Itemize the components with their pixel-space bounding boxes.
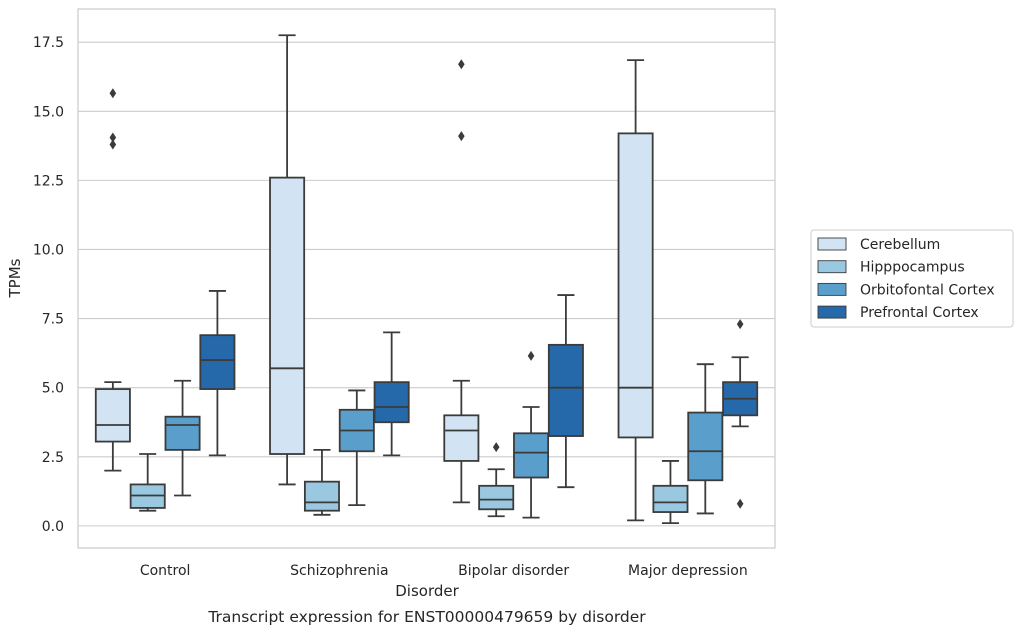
legend-label: Cerebellum [860, 237, 940, 253]
box-orbitofontal-cortex-2 [513, 350, 550, 519]
box-orbitofontal-cortex-1 [338, 389, 375, 507]
x-tick-label: Schizophrenia [290, 563, 388, 579]
legend-frame [810, 229, 1014, 328]
box-prefrontal-cortex-1 [373, 331, 410, 457]
y-tick-label: 2.5 [42, 450, 64, 466]
box-cerebellum-3 [617, 59, 654, 522]
x-tick-labels: Control Schizophrenia Bipolar disorder Majo… [140, 563, 748, 579]
box-prefrontal-cortex-2 [547, 294, 584, 489]
legend-swatch [817, 237, 847, 251]
box-cerebellum-1 [269, 34, 306, 486]
plot-boxes [94, 34, 759, 525]
box-cerebellum-0 [94, 88, 131, 472]
y-axis-label: TPMs [6, 258, 24, 298]
y-tick-label: 7.5 [42, 312, 64, 328]
box-hipppocampus-1 [303, 448, 340, 516]
legend-swatch [817, 260, 847, 274]
outlier-point [736, 319, 744, 330]
legend-swatch [817, 305, 847, 319]
box-iqr [443, 414, 480, 462]
box-iqr [617, 132, 654, 439]
legend-label: Prefrontal Cortex [860, 305, 979, 321]
box-cerebellum-2 [443, 59, 480, 504]
box-iqr [687, 411, 724, 482]
box-prefrontal-cortex-3 [722, 319, 759, 509]
outlier-point [458, 131, 465, 142]
x-tick-label: Control [140, 563, 191, 579]
y-tick-label: 0.0 [42, 519, 64, 535]
outlier-point [736, 498, 744, 509]
box-orbitofontal-cortex-0 [164, 379, 201, 497]
chart-caption: Transcript expression for ENST0000047965… [207, 608, 646, 626]
outlier-point [109, 132, 117, 143]
legend-label: Orbitofontal Cortex [860, 282, 995, 298]
box-hipppocampus-2 [478, 442, 515, 518]
plot-frame [77, 8, 776, 549]
outlier-point [109, 88, 117, 99]
y-tick-label: 17.5 [33, 35, 64, 51]
box-iqr [164, 415, 201, 451]
legend-label: Hipppocampus [860, 260, 965, 276]
box-iqr [652, 484, 689, 513]
gridlines [78, 41, 775, 527]
x-axis-label: Disorder [395, 582, 459, 600]
box-hipppocampus-0 [129, 453, 166, 512]
y-tick-label: 15.0 [33, 104, 64, 120]
legend: Cerebellum Hipppocampus Orbitofontal Corte… [810, 229, 1014, 328]
box-orbitofontal-cortex-3 [687, 363, 724, 515]
box-iqr [303, 480, 340, 512]
box-iqr [269, 176, 306, 455]
box-iqr [94, 388, 131, 443]
x-tick-label: Major depression [628, 563, 748, 579]
y-tick-label: 10.0 [33, 242, 64, 258]
box-hipppocampus-3 [652, 460, 689, 525]
x-tick-label: Bipolar disorder [458, 563, 569, 579]
outlier-point [527, 350, 535, 361]
y-tick-label: 12.5 [33, 173, 64, 189]
box-iqr [199, 334, 236, 390]
legend-swatch [817, 282, 847, 296]
box-iqr [373, 381, 410, 424]
box-iqr [547, 343, 584, 437]
outlier-point [492, 442, 500, 453]
outlier-point [109, 139, 117, 150]
y-tick-label: 5.0 [42, 381, 64, 397]
box-prefrontal-cortex-0 [199, 290, 236, 457]
box-iqr [478, 484, 515, 511]
box-iqr [513, 432, 550, 479]
y-tick-labels: 0.0 2.5 5.0 7.5 10.0 12.5 15.0 17.5 [33, 35, 64, 535]
outlier-point [458, 59, 465, 70]
